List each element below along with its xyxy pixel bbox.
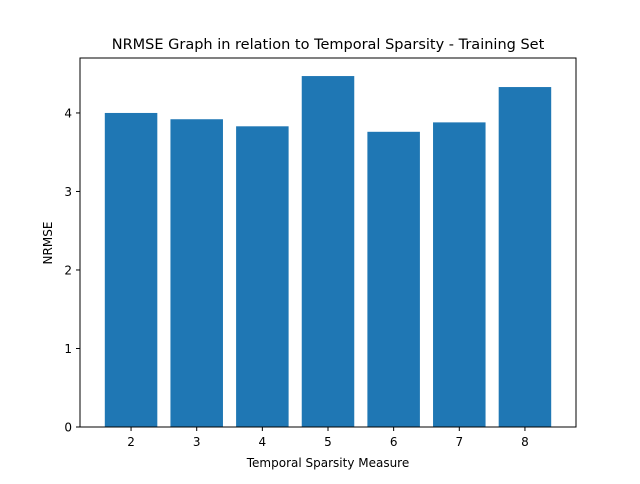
y-tick-label: 0 bbox=[64, 421, 72, 435]
plot-frame bbox=[79, 57, 577, 428]
y-axis-ticks: 0 1 2 3 4 bbox=[64, 106, 80, 435]
x-tick-label: 7 bbox=[455, 435, 463, 449]
bars-group bbox=[104, 76, 552, 428]
y-tick-label: 2 bbox=[64, 263, 72, 277]
x-axis-label: Temporal Sparsity Measure bbox=[246, 456, 410, 470]
x-tick-label: 6 bbox=[390, 435, 398, 449]
x-tick-label: 3 bbox=[193, 435, 201, 449]
bar-4 bbox=[236, 126, 289, 427]
bar-6 bbox=[367, 131, 420, 428]
bar-5 bbox=[301, 76, 355, 428]
y-tick-label: 1 bbox=[64, 342, 72, 356]
x-tick-label: 8 bbox=[521, 435, 529, 449]
x-tick-label: 5 bbox=[324, 435, 332, 449]
x-tick-label: 2 bbox=[127, 435, 135, 449]
bar-2 bbox=[104, 112, 158, 427]
y-axis-label: NRMSE bbox=[41, 222, 55, 265]
bar-3 bbox=[170, 119, 223, 428]
x-axis-ticks: 2 3 4 5 6 7 8 bbox=[127, 427, 529, 449]
bar-7 bbox=[433, 122, 486, 427]
bar-8 bbox=[498, 87, 552, 427]
chart-title: NRMSE Graph in relation to Temporal Spar… bbox=[112, 37, 545, 53]
x-tick-label: 4 bbox=[259, 435, 267, 449]
y-tick-label: 3 bbox=[64, 185, 72, 199]
y-tick-label: 4 bbox=[64, 106, 72, 120]
